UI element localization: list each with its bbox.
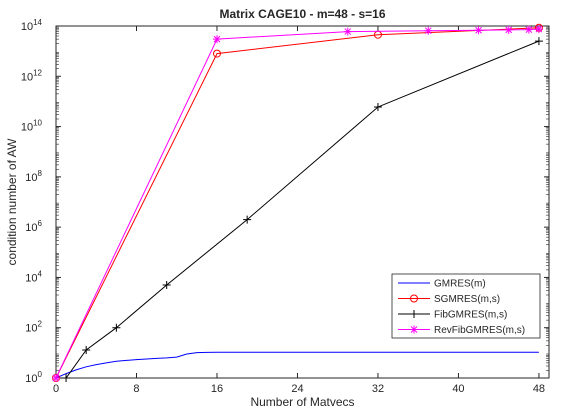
data-series	[52, 23, 543, 382]
y-tick-base: 10	[21, 71, 33, 83]
y-tick-exponent: 0	[38, 370, 43, 379]
marker-star	[52, 374, 60, 382]
y-tick-label: 108	[25, 169, 42, 184]
marker-plus	[373, 103, 382, 112]
x-tick-label: 16	[211, 383, 223, 395]
marker-star	[524, 25, 533, 34]
marker-circle	[410, 294, 418, 303]
legend: GMRES(m) SGMRES(m,s) FibGMRES(m,s) RevFibGM…	[391, 273, 541, 339]
y-tick-exponent: 12	[33, 68, 42, 77]
series-revfibgmres-m-s	[52, 25, 543, 382]
y-tick-base: 10	[25, 222, 37, 234]
y-tick-label: 104	[25, 269, 42, 284]
x-tick-label: 40	[452, 383, 464, 395]
x-tick-label: 48	[533, 383, 545, 395]
legend-item: RevFibGMRES(m,s)	[398, 325, 525, 336]
marker-star	[504, 25, 513, 34]
chart-title: Matrix CAGE10 - m=48 - s=16	[219, 7, 385, 21]
marker-plus	[82, 345, 91, 354]
y-tick-label: 1014	[21, 18, 43, 33]
x-tick-label: 32	[372, 383, 384, 395]
y-tick-exponent: 6	[38, 219, 43, 228]
y-tick-label: 106	[25, 219, 42, 234]
marker-star	[424, 26, 433, 35]
legend-item: SGMRES(m,s)	[398, 294, 500, 305]
marker-plus	[243, 215, 252, 224]
y-tick-label: 1010	[21, 119, 43, 134]
marker-star	[343, 27, 352, 36]
marker-plus	[112, 323, 121, 332]
legend-label: SGMRES(m,s)	[434, 294, 500, 305]
y-tick-exponent: 14	[33, 18, 42, 27]
x-axis-label: Number of Matvecs	[250, 395, 354, 409]
marker-plus	[162, 280, 171, 289]
y-tick-exponent: 4	[38, 269, 43, 278]
x-tick-label: 0	[53, 383, 59, 395]
y-tick-exponent: 8	[38, 169, 43, 178]
series-line	[55, 351, 539, 379]
series-gmres-m	[55, 351, 539, 379]
marker-plus	[534, 37, 543, 46]
marker-star	[474, 26, 483, 35]
legend-item: FibGMRES(m,s)	[398, 310, 507, 321]
marker-circle	[212, 49, 221, 58]
y-tick-base: 10	[21, 21, 33, 33]
x-tick-label: 8	[133, 383, 139, 395]
y-tick-exponent: 10	[33, 119, 42, 128]
marker-plus	[62, 374, 71, 382]
y-tick-base: 10	[25, 373, 37, 385]
y-tick-base: 10	[25, 272, 37, 284]
marker-plus	[410, 310, 418, 318]
legend-label: GMRES(m)	[434, 279, 486, 290]
series-line	[55, 27, 539, 379]
y-tick-label: 1012	[21, 68, 43, 83]
y-tick-base: 10	[25, 323, 37, 335]
series-line	[56, 40, 540, 379]
marker-star	[410, 325, 418, 334]
marker-star	[534, 25, 543, 34]
y-axis-label: condition number of AW	[5, 138, 19, 266]
y-tick-label: 102	[25, 320, 42, 335]
y-tick-exponent: 2	[38, 320, 43, 329]
marker-star	[212, 35, 221, 44]
legend-item: GMRES(m)	[398, 279, 486, 290]
y-tick-base: 10	[21, 122, 33, 134]
legend-label: RevFibGMRES(m,s)	[434, 325, 525, 336]
y-tick-base: 10	[25, 172, 37, 184]
y-tick-label: 100	[25, 370, 42, 385]
x-tick-label: 24	[291, 383, 303, 395]
legend-label: FibGMRES(m,s)	[434, 310, 507, 321]
